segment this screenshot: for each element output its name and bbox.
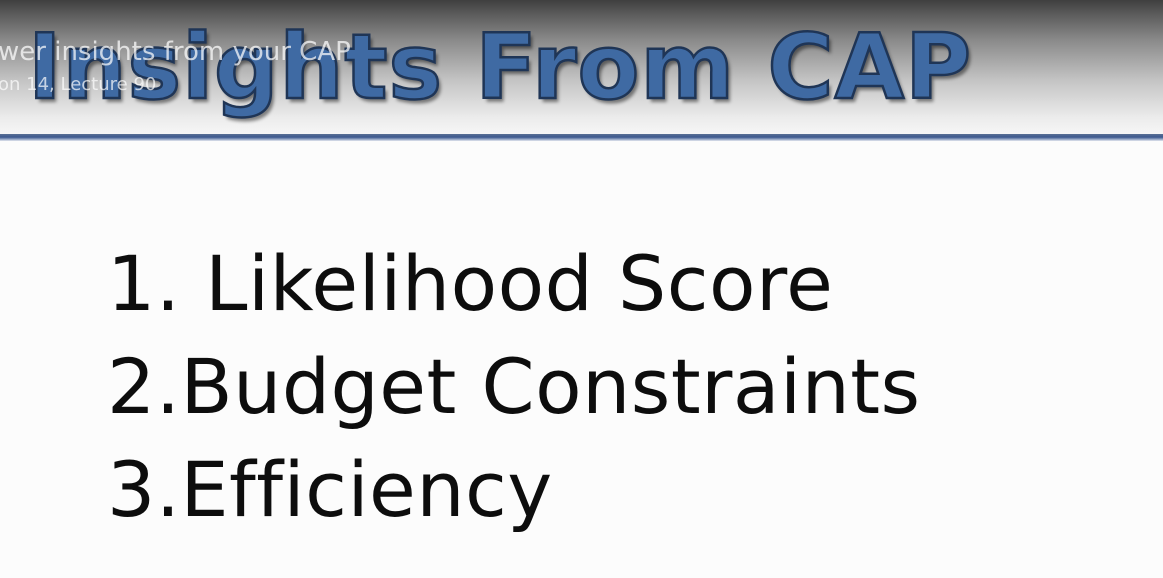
point-item: 1. Likelihood Score	[107, 239, 834, 328]
video-title-overlay[interactable]: wer insights from your CAP	[0, 37, 351, 67]
video-subtitle-overlay: on 14, Lecture 90	[0, 74, 157, 95]
point-list: 1. Likelihood Score 2.Budget Constraints…	[107, 232, 921, 541]
header-divider	[0, 134, 1163, 141]
point-item: 3.Efficiency	[107, 445, 553, 534]
point-item: 2.Budget Constraints	[107, 342, 921, 431]
slide-title: Insights From CAP	[27, 14, 973, 122]
slide-header: Insights From CAP wer insights from your…	[0, 0, 1163, 134]
